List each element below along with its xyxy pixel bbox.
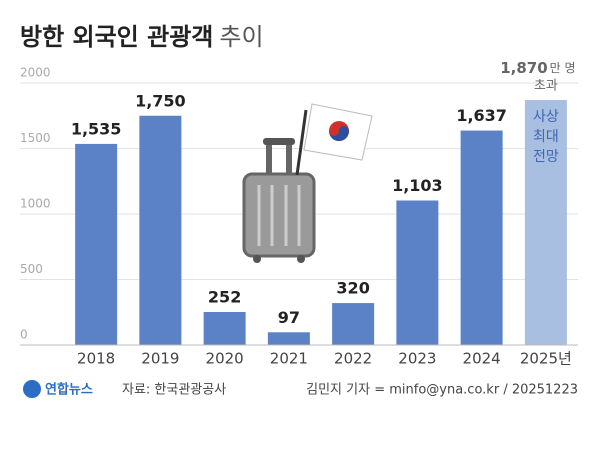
footer: 연합뉴스 자료: 한국관광공사 김민지 기자 = minfo@yna.co.kr…: [23, 380, 578, 398]
bar-annotation: 사상: [533, 109, 559, 125]
bar: [75, 143, 118, 345]
bar: [332, 303, 375, 345]
x-tick-label: 2020: [206, 350, 244, 368]
bar-annotation: 최대: [533, 129, 559, 145]
x-tick-label: 2018: [77, 350, 115, 368]
value-label: 1,870 만 명: [500, 59, 575, 77]
bar-annotation: 전망: [533, 149, 559, 165]
title-main: 방한 외국인 관광객: [20, 23, 213, 51]
value-label: 1,103: [392, 176, 443, 195]
x-tick-label: 2025년: [520, 350, 572, 368]
source: 자료: 한국관광공사: [122, 383, 226, 398]
x-tick-label: 2024: [463, 350, 501, 368]
suitcase-illustration: [242, 103, 373, 263]
bar: [524, 100, 567, 345]
y-tick-label: 500: [20, 262, 43, 276]
value-note: 초과: [534, 79, 558, 94]
bar: [460, 130, 503, 345]
chart-title: 방한 외국인 관광객 추이: [20, 23, 264, 51]
title-light: 추이: [219, 23, 263, 51]
value-number: 1,870: [500, 59, 547, 77]
value-label: 252: [208, 287, 241, 306]
y-tick-label: 1500: [20, 131, 51, 145]
x-tick-label: 2022: [334, 350, 372, 368]
credit: 김민지 기자 = minfo@yna.co.kr / 20251223: [306, 383, 578, 398]
value-label: 1,637: [456, 106, 507, 125]
bar: [267, 332, 310, 345]
y-tick-label: 2000: [20, 66, 51, 80]
logo: 연합뉴스: [45, 382, 93, 398]
y-tick-label: 0: [20, 328, 28, 342]
bar: [203, 311, 246, 345]
logo-icon: [23, 380, 41, 398]
x-tick-label: 2021: [270, 350, 308, 368]
value-label: 1,535: [71, 119, 122, 138]
value-label: 320: [336, 279, 369, 298]
bar: [139, 115, 182, 345]
value-unit: 만 명: [550, 61, 576, 75]
value-label: 1,750: [135, 91, 186, 110]
value-label: 97: [278, 308, 300, 327]
x-tick-label: 2023: [398, 350, 436, 368]
x-tick-label: 2019: [141, 350, 179, 368]
y-tick-label: 1000: [20, 197, 51, 211]
bar: [396, 200, 439, 345]
